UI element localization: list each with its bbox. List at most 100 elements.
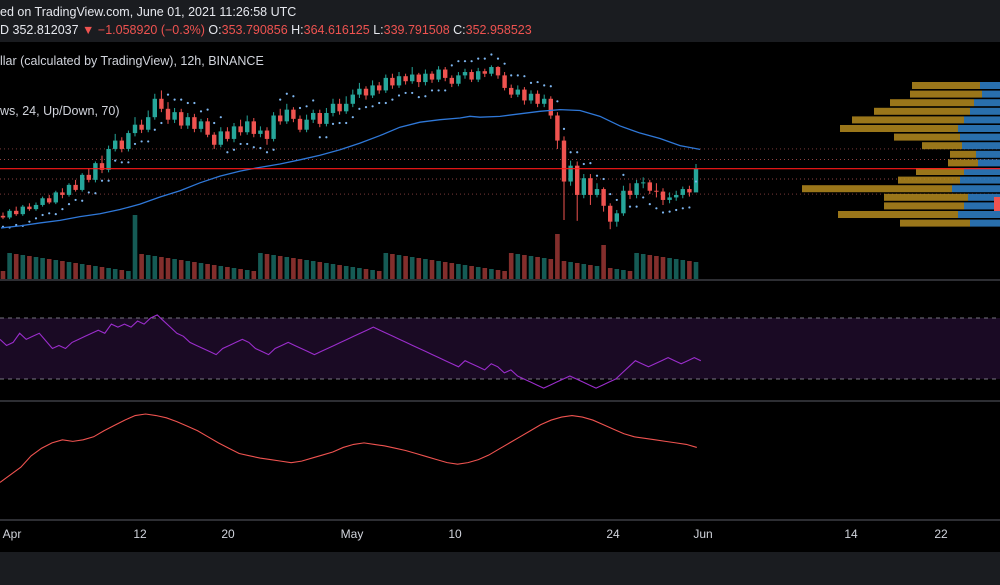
volume-profile-bar bbox=[970, 107, 1000, 115]
volume-bar bbox=[218, 266, 224, 279]
sar-dot bbox=[529, 81, 533, 84]
candle-body bbox=[0, 215, 6, 218]
volume-bar bbox=[416, 258, 422, 279]
candle-body bbox=[66, 184, 72, 195]
volume-bar bbox=[297, 259, 303, 279]
volume-bar bbox=[13, 254, 19, 279]
x-tick-label: Apr bbox=[3, 527, 22, 541]
candle-body bbox=[528, 93, 534, 101]
volume-profile-bar bbox=[884, 202, 964, 210]
sar-dot bbox=[265, 151, 269, 154]
volume-bar bbox=[93, 266, 98, 279]
volume-profile-bar bbox=[968, 193, 1000, 201]
candle-body bbox=[555, 115, 560, 141]
volume-bar bbox=[693, 262, 699, 279]
time-axis: Apr 12 20 May 10 24 Jun 14 22 bbox=[3, 527, 948, 541]
candle-body bbox=[20, 206, 25, 215]
volume-bar bbox=[456, 264, 461, 279]
sar-dot bbox=[74, 198, 77, 202]
sar-dot bbox=[364, 106, 368, 109]
volume-bar bbox=[561, 261, 567, 279]
volume-bar bbox=[178, 260, 184, 279]
volume-bar bbox=[495, 270, 501, 279]
sar-dot bbox=[285, 92, 288, 95]
sar-dot bbox=[648, 203, 651, 206]
volume-bar bbox=[601, 245, 606, 279]
rsi-line bbox=[0, 314, 702, 389]
sar-dot bbox=[490, 53, 493, 56]
candle-body bbox=[264, 130, 270, 139]
sar-dot bbox=[259, 147, 262, 150]
sar-dot bbox=[661, 211, 665, 214]
volume-bar bbox=[53, 260, 59, 279]
candle-body bbox=[561, 140, 567, 182]
volume-profile-bar bbox=[962, 142, 1000, 150]
published-info: ed on TradingView.com, June 01, 2021 11:… bbox=[0, 5, 297, 19]
candle-body bbox=[449, 77, 454, 84]
candle-body bbox=[165, 108, 171, 120]
sar-dot bbox=[457, 60, 460, 63]
volume-bar bbox=[225, 267, 230, 279]
candle-body bbox=[456, 75, 461, 84]
volume-profile-bar bbox=[802, 185, 952, 193]
candle-body bbox=[647, 182, 652, 191]
volume-bar bbox=[574, 263, 580, 279]
sar-dot bbox=[34, 217, 38, 220]
symbol-legend: llar (calculated by TradingView), 12h, B… bbox=[0, 54, 264, 68]
candle-body bbox=[502, 75, 507, 88]
volume-bar bbox=[502, 271, 507, 279]
sar-dot bbox=[378, 101, 381, 105]
candle-body bbox=[581, 178, 586, 195]
volume-bar bbox=[79, 264, 85, 279]
x-tick-label: 12 bbox=[133, 527, 147, 541]
sar-dot bbox=[226, 151, 229, 154]
candle-body bbox=[357, 88, 362, 95]
sar-dot bbox=[404, 91, 407, 95]
x-tick-label: 22 bbox=[934, 527, 948, 541]
candle-body bbox=[106, 148, 111, 170]
volume-bar bbox=[403, 256, 408, 279]
price-chart[interactable]: Apr 12 20 May 10 24 Jun 14 22 bbox=[0, 42, 1000, 552]
sar-dot bbox=[503, 62, 506, 65]
x-tick-label: 24 bbox=[606, 527, 620, 541]
sar-dot bbox=[153, 128, 156, 131]
volume-profile-bar bbox=[852, 116, 964, 124]
sar-dot bbox=[589, 162, 592, 165]
volume-profile-bar bbox=[958, 125, 1000, 132]
x-tick-label: 10 bbox=[448, 527, 462, 541]
volume-bar bbox=[660, 257, 666, 279]
candle-body bbox=[588, 178, 593, 195]
sar-dot bbox=[615, 198, 618, 202]
indicator-legend: ws, 24, Up/Down, 70) bbox=[0, 104, 120, 118]
sar-dot bbox=[193, 101, 196, 105]
volume-bar bbox=[555, 234, 560, 279]
candle-body bbox=[621, 190, 626, 214]
candle-body bbox=[641, 182, 646, 184]
volume-bar bbox=[396, 255, 402, 279]
open-value: 353.790856 bbox=[221, 23, 288, 37]
sar-dot bbox=[133, 142, 137, 146]
volume-bar bbox=[390, 254, 395, 279]
volume-profile-bar bbox=[960, 176, 1000, 184]
candle-body bbox=[469, 72, 474, 80]
volume-profile-bar bbox=[978, 159, 1000, 167]
sar-dot bbox=[312, 99, 315, 102]
candle-body bbox=[172, 112, 177, 120]
sar-dot bbox=[147, 140, 150, 143]
volume-bar bbox=[508, 253, 514, 279]
rsi-band bbox=[0, 318, 1000, 379]
sar-dot bbox=[477, 57, 480, 60]
sar-dot bbox=[186, 101, 189, 105]
sar-dot bbox=[232, 148, 236, 151]
volume-bar bbox=[244, 270, 250, 279]
candle-body bbox=[40, 198, 45, 205]
volume-bar bbox=[20, 255, 26, 279]
candle-body bbox=[522, 89, 527, 101]
candle-body bbox=[462, 72, 468, 76]
candle-body bbox=[225, 131, 230, 139]
volume-bar bbox=[238, 269, 243, 279]
volume-bar bbox=[86, 265, 92, 279]
candle-body bbox=[660, 191, 666, 200]
sar-dot bbox=[325, 136, 328, 139]
volume-bar bbox=[271, 255, 276, 279]
